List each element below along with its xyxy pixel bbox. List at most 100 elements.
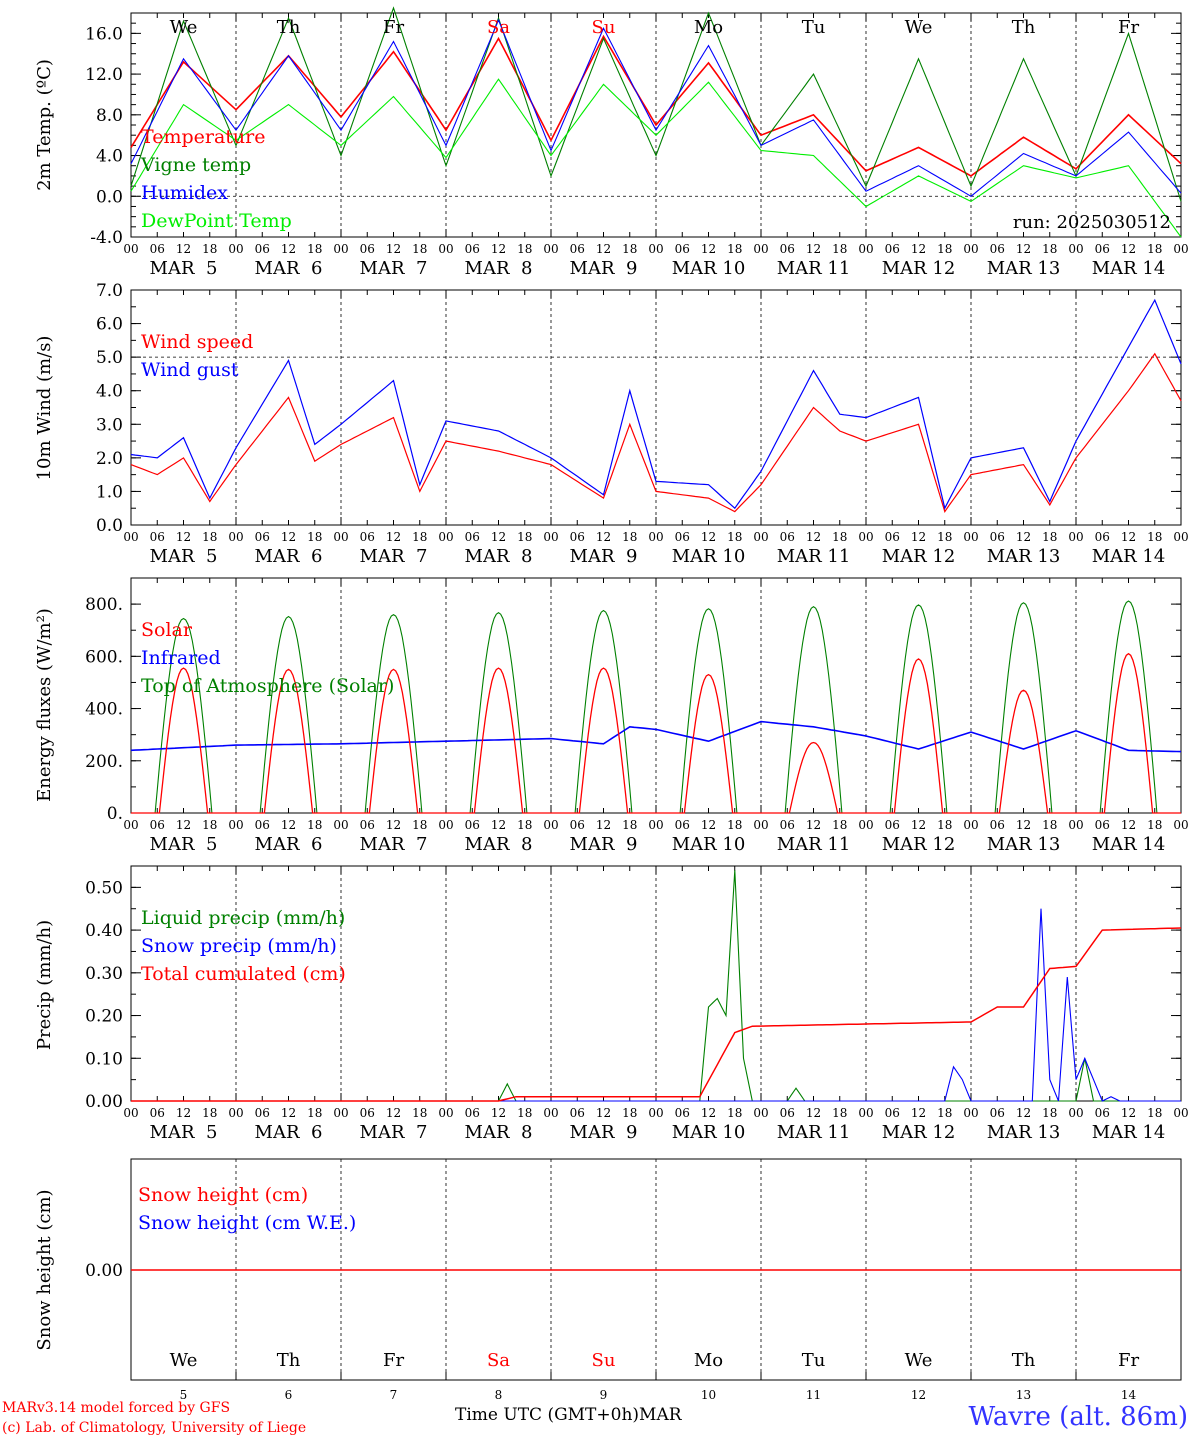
x-hour-label: 06	[150, 1106, 165, 1120]
day-label: We	[170, 17, 198, 38]
x-hour-label: 06	[255, 242, 270, 256]
y-tick-label: 400.	[85, 700, 123, 720]
x-date-label: MAR 10	[672, 546, 746, 567]
y-tick-label: 0.10	[85, 1049, 123, 1069]
y-tick-label: 0.50	[85, 878, 123, 898]
x-hour-label: 18	[1042, 818, 1057, 832]
x-hour-label: 18	[937, 818, 952, 832]
x-date-label: MAR 12	[882, 834, 956, 855]
x-hour-label: 06	[780, 1106, 795, 1120]
x-hour-label: 18	[307, 242, 322, 256]
x-hour-label: 06	[1095, 1106, 1110, 1120]
x-date-label: MAR 14	[1092, 1122, 1166, 1143]
x-hour-label: 06	[150, 530, 165, 544]
x-hour-label: 12	[1016, 818, 1031, 832]
x-hour-label: 00	[438, 1106, 453, 1120]
x-date-label: MAR 14	[1092, 546, 1166, 567]
series-line	[130, 18, 1182, 197]
x-axis-title: Time UTC (GMT+0h)MAR	[455, 1405, 682, 1425]
series-line	[130, 298, 1182, 510]
x-date-label: MAR 10	[672, 834, 746, 855]
x-hour-label: 00	[963, 530, 978, 544]
legend-entry: Humidex	[141, 182, 228, 204]
y-tick-label: 0.0	[96, 516, 123, 536]
y-axis-title: Snow height (cm)	[34, 1189, 55, 1350]
x-date-label: MAR 9	[570, 834, 638, 855]
x-hour-label: 12	[386, 1106, 401, 1120]
x-hour-label: 00	[1173, 242, 1188, 256]
x-hour-label: 06	[885, 1106, 900, 1120]
x-hour-label: 12	[1016, 242, 1031, 256]
x-hour-label: 06	[990, 242, 1005, 256]
x-date-label: MAR 7	[360, 546, 428, 567]
x-hour-label: 18	[307, 1106, 322, 1120]
day-label: We	[905, 1350, 933, 1371]
y-tick-label: 0.	[107, 804, 123, 824]
series-line	[130, 6, 1182, 202]
x-hour-label: 18	[307, 818, 322, 832]
y-tick-label: 800.	[85, 595, 123, 615]
legend-entry: Infrared	[141, 647, 221, 669]
x-hour-label: 00	[1068, 1106, 1083, 1120]
y-tick-label: 6.0	[96, 315, 123, 335]
x-hour-label: 12	[281, 530, 296, 544]
y-axis-title: Precip (mm/h)	[34, 920, 55, 1050]
y-tick-label: 0.30	[85, 964, 123, 984]
x-date-label: MAR 11	[777, 834, 851, 855]
x-hour-label: 12	[386, 242, 401, 256]
x-date-label: MAR 7	[360, 258, 428, 279]
x-hour-label: 06	[675, 242, 690, 256]
x-date-label: MAR 13	[987, 834, 1061, 855]
x-hour-label: 06	[360, 1106, 375, 1120]
day-number: 7	[390, 1388, 398, 1402]
y-tick-label: 4.0	[96, 382, 123, 402]
legend-entry: Snow height (cm)	[138, 1184, 308, 1206]
x-hour-label: 12	[176, 530, 191, 544]
x-hour-label: 12	[701, 242, 716, 256]
lab-credit: (c) Lab. of Climatology, University of L…	[2, 1420, 307, 1436]
y-tick-label: 0.00	[85, 1092, 123, 1112]
x-hour-label: 00	[333, 242, 348, 256]
legend-entry: Liquid precip (mm/h)	[141, 907, 345, 929]
x-hour-label: 06	[675, 1106, 690, 1120]
x-date-label: MAR 5	[150, 546, 218, 567]
day-label: Mo	[694, 17, 723, 38]
x-hour-label: 18	[937, 242, 952, 256]
x-hour-label: 06	[570, 818, 585, 832]
x-hour-label: 12	[491, 530, 506, 544]
x-hour-label: 12	[1016, 1106, 1031, 1120]
x-hour-label: 18	[622, 818, 637, 832]
x-hour-label: 18	[202, 530, 217, 544]
x-hour-label: 00	[123, 530, 138, 544]
x-hour-label: 06	[990, 530, 1005, 544]
x-hour-label: 06	[780, 530, 795, 544]
x-date-label: MAR 13	[987, 546, 1061, 567]
x-hour-label: 12	[491, 818, 506, 832]
x-hour-label: 18	[622, 242, 637, 256]
x-hour-label: 18	[832, 242, 847, 256]
series-line	[130, 352, 1182, 513]
x-hour-label: 06	[780, 818, 795, 832]
day-label: We	[905, 17, 933, 38]
x-hour-label: 00	[1068, 530, 1083, 544]
x-hour-label: 06	[465, 1106, 480, 1120]
x-hour-label: 12	[911, 818, 926, 832]
series-line	[131, 927, 1182, 1102]
x-hour-label: 18	[517, 1106, 532, 1120]
x-hour-label: 00	[543, 818, 558, 832]
x-date-label: MAR 12	[882, 258, 956, 279]
x-hour-label: 06	[360, 530, 375, 544]
x-hour-label: 00	[963, 242, 978, 256]
x-hour-label: 18	[727, 818, 742, 832]
y-tick-label: 16.0	[85, 24, 123, 44]
x-hour-label: 00	[858, 1106, 873, 1120]
x-hour-label: 12	[911, 1106, 926, 1120]
y-tick-label: 0.0	[96, 187, 123, 207]
x-hour-label: 12	[386, 818, 401, 832]
x-hour-label: 00	[858, 242, 873, 256]
x-date-label: MAR 7	[360, 834, 428, 855]
x-date-label: MAR 5	[150, 1122, 218, 1143]
x-hour-label: 18	[202, 818, 217, 832]
x-hour-label: 06	[360, 818, 375, 832]
